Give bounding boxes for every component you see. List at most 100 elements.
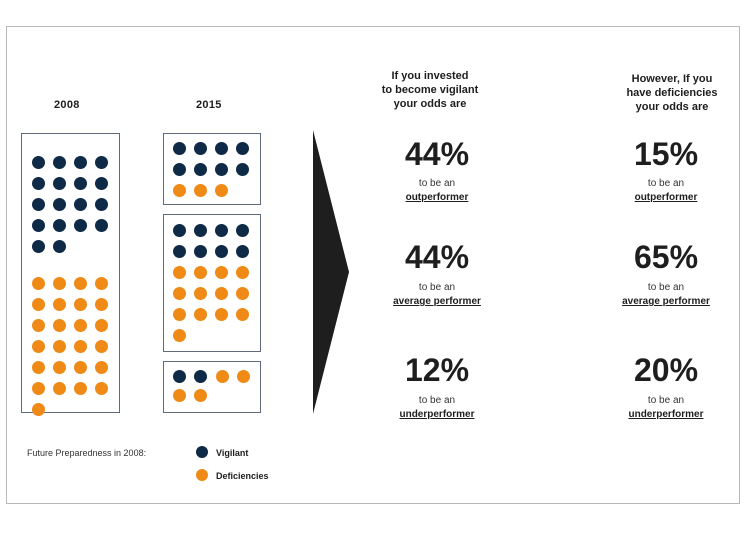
legend-deficiencies-label: Deficiencies xyxy=(216,471,269,481)
deficiency-dot xyxy=(32,319,45,332)
vigilant-dot xyxy=(95,177,108,190)
vigilant-dot xyxy=(32,219,45,232)
deficiency-dot xyxy=(194,389,207,402)
col2-outperformer-pct: 15% xyxy=(633,136,699,172)
deficiency-dot xyxy=(53,298,66,311)
col1-average-label: average performer xyxy=(393,296,481,307)
vigilant-dot xyxy=(95,219,108,232)
vigilant-dot xyxy=(194,224,207,237)
vigilant-dot xyxy=(53,240,66,253)
col2-underperformer-label: underperformer xyxy=(628,409,704,420)
deficiency-dot xyxy=(53,319,66,332)
deficiency-dot xyxy=(95,382,108,395)
vigilant-dot xyxy=(32,156,45,169)
vigilant-dot xyxy=(215,163,228,176)
deficiency-dot xyxy=(215,287,228,300)
col2-average-label: average performer xyxy=(622,296,710,307)
col1-average-tobe: to be an xyxy=(418,282,456,293)
vigilant-dot xyxy=(236,245,249,258)
deficiency-dot xyxy=(74,277,87,290)
vigilant-dot xyxy=(74,156,87,169)
deficiency-dot xyxy=(95,298,108,311)
year-2008-label: 2008 xyxy=(54,99,80,111)
vigilant-dot xyxy=(53,219,66,232)
deficiency-dot xyxy=(95,277,108,290)
deficiency-dot xyxy=(215,184,228,197)
vigilant-dot xyxy=(74,177,87,190)
vigilant-dot xyxy=(194,163,207,176)
deficiency-dot xyxy=(53,277,66,290)
legend-vigilant-label: Vigilant xyxy=(216,448,249,458)
vigilant-dot xyxy=(53,177,66,190)
deficiency-dot xyxy=(53,340,66,353)
legend-vigilant-dot xyxy=(196,446,208,458)
col1-underperformer-tobe: to be an xyxy=(418,395,456,406)
vigilant-dot xyxy=(194,142,207,155)
col2-heading-line2: have deficiencies xyxy=(626,87,718,99)
vigilant-dot xyxy=(74,219,87,232)
deficiency-dot xyxy=(32,382,45,395)
deficiency-dot xyxy=(194,266,207,279)
deficiency-dot xyxy=(173,389,186,402)
deficiency-dot xyxy=(74,298,87,311)
vigilant-dot xyxy=(236,142,249,155)
deficiency-dot xyxy=(194,184,207,197)
col2-average-pct: 65% xyxy=(633,239,699,275)
vigilant-dot xyxy=(215,142,228,155)
deficiency-dot xyxy=(237,370,250,383)
dot-box-2008 xyxy=(21,133,120,416)
col2-average-tobe: to be an xyxy=(647,282,685,293)
vigilant-dot xyxy=(53,198,66,211)
col2-underperformer-tobe: to be an xyxy=(647,395,685,406)
deficiency-dot xyxy=(74,382,87,395)
deficiency-dot xyxy=(173,266,186,279)
vigilant-dot xyxy=(173,142,186,155)
col1-underperformer-label: underperformer xyxy=(399,409,475,420)
deficiency-dot xyxy=(95,340,108,353)
vigilant-dot xyxy=(215,224,228,237)
deficiency-dot xyxy=(215,308,228,321)
vigilant-dot xyxy=(95,156,108,169)
col2-outperformer-tobe: to be an xyxy=(647,178,685,189)
deficiency-dot xyxy=(216,370,229,383)
deficiency-dot xyxy=(194,308,207,321)
col1-underperformer-pct: 12% xyxy=(404,352,470,388)
col1-heading-line3: your odds are xyxy=(393,98,467,110)
dot-box-2015-underperformers xyxy=(163,361,261,413)
vigilant-dot xyxy=(53,156,66,169)
legend-title: Future Preparedness in 2008: xyxy=(27,448,147,458)
col2-underperformer-pct: 20% xyxy=(633,352,699,388)
year-2015-label: 2015 xyxy=(196,99,222,111)
col2-heading-line3: your odds are xyxy=(635,101,709,113)
deficiency-dot xyxy=(215,266,228,279)
vigilant-dot xyxy=(173,163,186,176)
col2-outperformer-label: outperformer xyxy=(634,192,698,203)
deficiency-dot xyxy=(74,319,87,332)
col1-outperformer-label: outperformer xyxy=(405,192,469,203)
deficiency-dot xyxy=(236,287,249,300)
vigilant-dot xyxy=(74,198,87,211)
deficiency-dot xyxy=(32,340,45,353)
deficiency-dot xyxy=(173,329,186,342)
vigilant-dot xyxy=(173,224,186,237)
deficiency-dot xyxy=(236,266,249,279)
deficiency-dot xyxy=(53,382,66,395)
vigilant-dot xyxy=(215,245,228,258)
deficiency-dot xyxy=(173,287,186,300)
vigilant-dot xyxy=(194,370,207,383)
vigilant-dot xyxy=(173,245,186,258)
vigilant-dot xyxy=(32,240,45,253)
arrow-right-icon xyxy=(313,130,349,414)
deficiency-dot xyxy=(194,287,207,300)
deficiency-dot xyxy=(74,340,87,353)
vigilant-dot xyxy=(32,198,45,211)
col1-average-pct: 44% xyxy=(404,239,470,275)
deficiency-dot xyxy=(53,361,66,374)
dot-box-2015-outperformers xyxy=(163,133,261,205)
vigilant-dot xyxy=(32,177,45,190)
deficiency-dot xyxy=(95,361,108,374)
col2-heading-line1: However, If you xyxy=(631,73,713,85)
deficiency-dot xyxy=(173,308,186,321)
infographic-frame xyxy=(6,26,740,504)
vigilant-dot xyxy=(236,224,249,237)
